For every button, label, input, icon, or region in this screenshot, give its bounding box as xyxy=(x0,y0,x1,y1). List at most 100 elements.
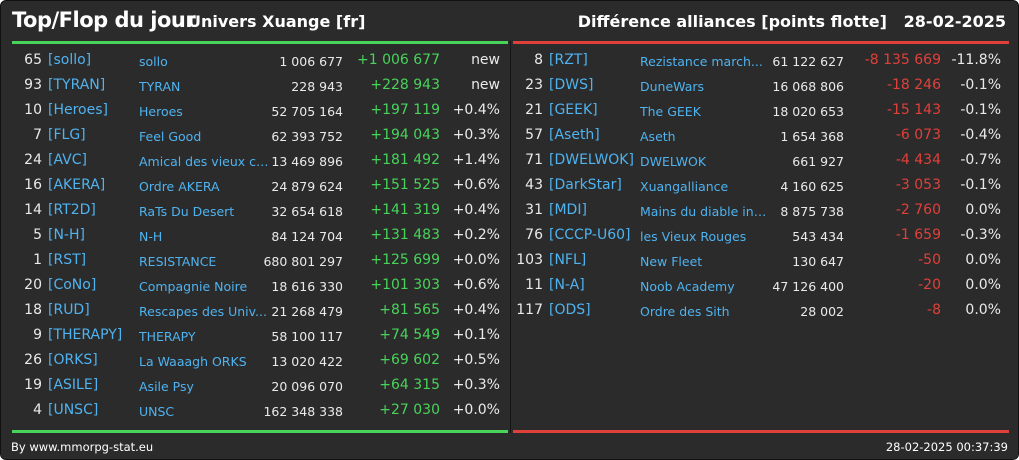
percent-cell: +0.6% xyxy=(452,277,500,293)
percent-cell: +0.1% xyxy=(452,327,500,343)
alliance-name-link[interactable]: Aseth xyxy=(640,129,676,144)
alliance-name-link[interactable]: Rezistance march... xyxy=(640,54,763,69)
alliance-tag-link[interactable]: [sollo] xyxy=(48,52,92,68)
alliance-tag-link[interactable]: [DWS] xyxy=(549,77,594,93)
table-row: 103 [NFL] New Fleet 130 647 -50 0.0% xyxy=(513,248,1009,273)
table-row: 1 [RST] RESISTANCE 680 801 297 +125 699 +0.0% xyxy=(12,248,508,273)
alliance-tag-link[interactable]: [CoNo] xyxy=(48,277,97,293)
points-cell: 18 020 653 xyxy=(772,104,844,119)
alliance-name-link[interactable]: RaTs Du Desert xyxy=(139,204,235,219)
alliance-tag-link[interactable]: [AKERA] xyxy=(48,177,106,193)
alliance-name-link[interactable]: DWELWOK xyxy=(640,154,707,169)
rank-cell: 65 xyxy=(24,52,42,68)
alliance-name-link[interactable]: Feel Good xyxy=(139,129,202,144)
diff-cell: +81 565 xyxy=(379,302,440,318)
points-cell: 1 006 677 xyxy=(279,54,343,69)
percent-cell: +0.3% xyxy=(452,127,500,143)
alliance-name-link[interactable]: Xuangalliance xyxy=(640,179,729,194)
diff-cell: +64 315 xyxy=(379,377,440,393)
alliance-tag-link[interactable]: [Heroes] xyxy=(48,102,108,118)
diff-cell: -6 073 xyxy=(895,127,941,143)
diff-cell: -20 xyxy=(918,277,941,293)
alliance-tag-link[interactable]: [DarkStar] xyxy=(549,177,622,193)
percent-cell: -0.3% xyxy=(960,227,1001,243)
alliance-name-link[interactable]: Rescapes des Univ... xyxy=(139,304,267,319)
alliance-tag-link[interactable]: [CCCP-U60] xyxy=(549,227,631,243)
panel-divider xyxy=(510,41,511,433)
alliance-tag-link[interactable]: [THERAPY] xyxy=(48,327,123,343)
alliance-tag-link[interactable]: [AVC] xyxy=(48,152,87,168)
table-row: 18 [RUD] Rescapes des Univ... 21 268 479 +81… xyxy=(12,298,508,323)
percent-cell: -11.8% xyxy=(951,52,1001,68)
alliance-tag-link[interactable]: [TYRAN] xyxy=(48,77,106,93)
alliance-name-link[interactable]: Amical des vieux co... xyxy=(139,154,269,169)
alliance-tag-link[interactable]: [MDI] xyxy=(549,202,587,218)
alliance-name-link[interactable]: RESISTANCE xyxy=(139,254,217,269)
percent-cell: +0.4% xyxy=(452,202,500,218)
alliance-tag-link[interactable]: [Aseth] xyxy=(549,127,600,143)
alliance-name-link[interactable]: Asile Psy xyxy=(139,379,194,394)
table-row: 14 [RT2D] RaTs Du Desert 32 654 618 +141 319… xyxy=(12,198,508,223)
points-cell: 21 268 479 xyxy=(271,304,343,319)
rank-cell: 20 xyxy=(24,277,42,293)
alliance-name-link[interactable]: Compagnie Noire xyxy=(139,279,248,294)
alliance-tag-link[interactable]: [N-A] xyxy=(549,277,585,293)
alliance-name-link[interactable]: DuneWars xyxy=(640,79,705,94)
rank-cell: 4 xyxy=(33,402,42,418)
alliance-name-link[interactable]: Noob Academy xyxy=(640,279,735,294)
source-link[interactable]: By www.mmorpg-stat.eu xyxy=(11,440,154,454)
points-cell: 543 434 xyxy=(792,229,844,244)
rank-cell: 71 xyxy=(525,152,543,168)
alliance-tag-link[interactable]: [UNSC] xyxy=(48,402,99,418)
alliance-name-link[interactable]: Mains du diable inco... xyxy=(640,204,770,219)
alliance-name-link[interactable]: les Vieux Rouges xyxy=(640,229,747,244)
alliance-name-link[interactable]: The GEEK xyxy=(640,104,701,119)
points-cell: 8 875 738 xyxy=(780,204,844,219)
alliance-tag-link[interactable]: [ORKS] xyxy=(48,352,98,368)
diff-cell: -15 143 xyxy=(886,102,941,118)
alliance-name-link[interactable]: Ordre AKERA xyxy=(139,179,220,194)
diff-cell: +194 043 xyxy=(370,127,440,143)
diff-cell: +101 303 xyxy=(370,277,440,293)
alliance-name-link[interactable]: N-H xyxy=(139,229,163,244)
alliance-tag-link[interactable]: [RZT] xyxy=(549,52,588,68)
alliance-name-link[interactable]: UNSC xyxy=(139,404,175,419)
table-row: 21 [GEEK] The GEEK 18 020 653 -15 143 -0.1% xyxy=(513,98,1009,123)
alliance-name-link[interactable]: New Fleet xyxy=(640,254,703,269)
points-cell: 58 100 117 xyxy=(271,329,343,344)
points-cell: 16 068 806 xyxy=(772,79,844,94)
diff-cell: +151 525 xyxy=(370,177,440,193)
percent-cell: -0.1% xyxy=(960,77,1001,93)
rank-cell: 8 xyxy=(534,52,543,68)
alliance-tag-link[interactable]: [RST] xyxy=(48,252,87,268)
alliance-tag-link[interactable]: [ODS] xyxy=(549,302,591,318)
alliance-name-link[interactable]: Heroes xyxy=(139,104,183,119)
alliance-tag-link[interactable]: [GEEK] xyxy=(549,102,598,118)
alliance-name-link[interactable]: sollo xyxy=(139,54,168,69)
diff-cell: +1 006 677 xyxy=(357,52,440,68)
diff-cell: +131 483 xyxy=(370,227,440,243)
alliance-tag-link[interactable]: [ASILE] xyxy=(48,377,99,393)
points-cell: 130 647 xyxy=(792,254,844,269)
alliance-tag-link[interactable]: [FLG] xyxy=(48,127,86,143)
header-right: Différence alliances [points flotte] 28-… xyxy=(578,12,1006,31)
alliance-name-link[interactable]: La Waaagh ORKS xyxy=(139,354,247,369)
percent-cell: 0.0% xyxy=(965,202,1001,218)
diff-cell: +228 943 xyxy=(370,77,440,93)
alliance-name-link[interactable]: Ordre des Sith xyxy=(640,304,730,319)
diff-cell: +141 319 xyxy=(370,202,440,218)
alliance-tag-link[interactable]: [DWELWOK] xyxy=(549,152,634,168)
table-row: 10 [Heroes] Heroes 52 705 164 +197 119 +0.4% xyxy=(12,98,508,123)
alliance-name-link[interactable]: TYRAN xyxy=(139,79,181,94)
alliance-tag-link[interactable]: [NFL] xyxy=(549,252,587,268)
percent-cell: -0.1% xyxy=(960,177,1001,193)
rank-cell: 10 xyxy=(24,102,42,118)
alliance-name-link[interactable]: THERAPY xyxy=(139,329,196,344)
points-cell: 4 160 625 xyxy=(780,179,844,194)
alliance-tag-link[interactable]: [N-H] xyxy=(48,227,85,243)
points-cell: 661 927 xyxy=(792,154,844,169)
alliance-tag-link[interactable]: [RT2D] xyxy=(48,202,96,218)
table-row: 26 [ORKS] La Waaagh ORKS 13 020 422 +69 602 +… xyxy=(12,348,508,373)
alliance-tag-link[interactable]: [RUD] xyxy=(48,302,90,318)
percent-cell: +0.2% xyxy=(452,227,500,243)
